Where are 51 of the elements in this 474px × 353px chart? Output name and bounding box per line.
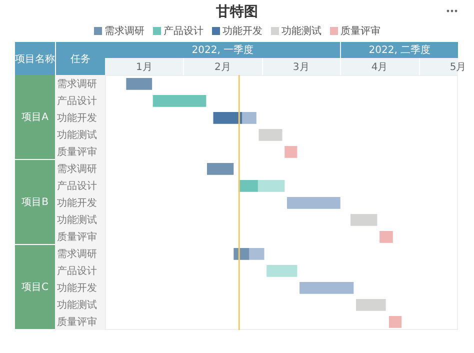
y-tick-label: 功能开发 xyxy=(57,112,97,124)
legend-label: 功能开发 xyxy=(222,24,262,38)
bar xyxy=(388,316,402,328)
y-tick-label: 产品设计 xyxy=(57,180,97,192)
bar xyxy=(258,129,282,141)
bar xyxy=(258,180,285,192)
y-tick-label: 产品设计 xyxy=(57,265,97,278)
y-tick-label: 需求调研 xyxy=(57,163,97,176)
bar xyxy=(152,95,206,107)
legend-label: 功能测试 xyxy=(280,24,322,38)
bar xyxy=(300,282,354,294)
bar xyxy=(249,248,264,260)
text: 2022, 二季度 xyxy=(340,42,458,58)
text: 2022, 一季度 xyxy=(190,44,255,58)
y-tick-label: 产品设计 xyxy=(57,95,97,108)
text: 项目A xyxy=(15,75,55,160)
legend-label: 产品设计 xyxy=(162,24,204,38)
bar xyxy=(266,265,298,277)
x-tick-label: 3月 xyxy=(292,62,310,73)
y-tick-label: 质量评审 xyxy=(57,231,97,244)
y-tick-label: 需求调研 xyxy=(57,248,97,260)
x-tick-label: 4月 xyxy=(371,62,388,73)
y-tick-label: 质量评审 xyxy=(57,316,97,328)
legend-label: 质量评审 xyxy=(340,24,380,38)
x-tick-label: 2月 xyxy=(214,62,231,73)
y-tick-label: 功能测试 xyxy=(57,214,97,226)
text: 项目名称 xyxy=(15,52,55,66)
y-tick-label: 功能开发 xyxy=(57,282,97,294)
chart-title: 甘特图 xyxy=(215,3,259,21)
y-tick-label: 功能测试 xyxy=(57,299,97,312)
y-axis-title: 任务 xyxy=(55,42,105,75)
bar xyxy=(350,214,378,226)
text: 项目C xyxy=(15,245,55,330)
bar xyxy=(213,112,242,124)
x-tick-label: 5月 xyxy=(450,62,466,73)
bar xyxy=(234,248,250,260)
y-tick-label: 功能开发 xyxy=(57,197,97,210)
bar xyxy=(238,180,258,192)
bar xyxy=(242,112,256,124)
bar xyxy=(206,163,234,175)
y-tick-label: 功能测试 xyxy=(57,129,97,142)
legend-label: 需求调研 xyxy=(104,24,144,38)
text: 项目B xyxy=(15,160,55,245)
bar xyxy=(286,197,340,209)
y-tick-label: 需求调研 xyxy=(57,78,97,90)
bar xyxy=(356,299,386,311)
bar xyxy=(126,78,152,90)
bar xyxy=(284,146,298,158)
bar xyxy=(380,231,393,243)
y-tick-label: 质量评审 xyxy=(57,146,97,158)
x-tick-label: 1月 xyxy=(136,62,152,73)
